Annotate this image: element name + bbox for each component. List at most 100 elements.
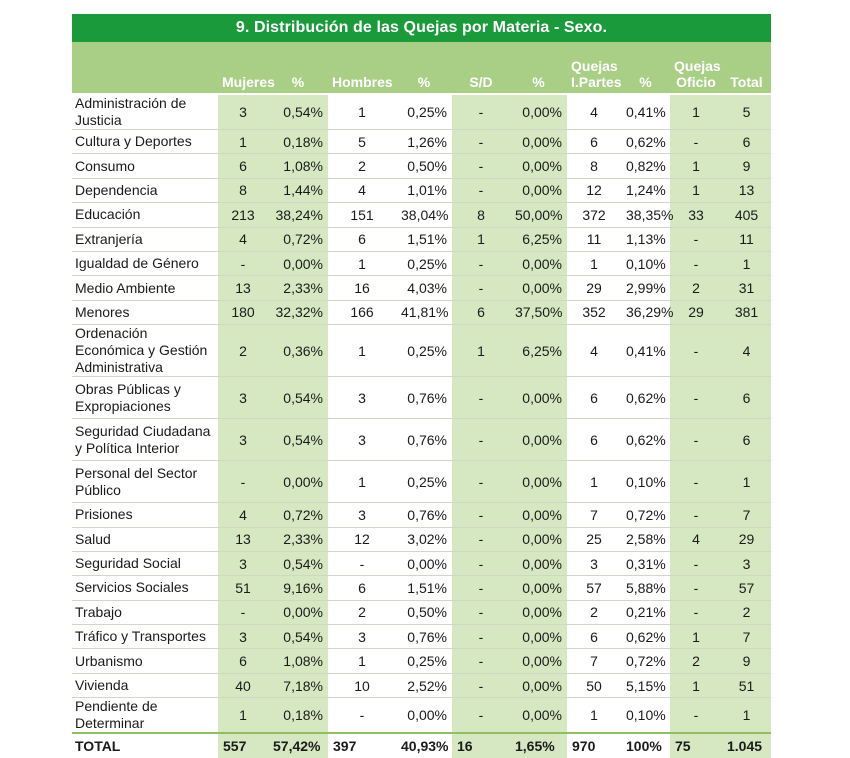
cell-hombres-pct: 0,00% [396, 551, 452, 577]
col-sd-pct: % [510, 42, 567, 95]
cell-iparte: 7 [567, 502, 621, 528]
cell-mujeres: 1 [218, 697, 268, 734]
col-iparte-pct: % [621, 42, 670, 95]
cell-mujeres-pct: 1,08% [268, 648, 328, 674]
table-row: Personal del Sector Público -0,00% 1 0,25% -… [72, 460, 771, 504]
cell-iparte-pct: 5,15% [621, 673, 670, 699]
cell-sd: - [452, 275, 510, 301]
cell-mujeres-pct: 0,72% [268, 502, 328, 528]
cell-mujeres-pct: 0,00% [268, 600, 328, 626]
cell-materia: Servicios Sociales [72, 575, 218, 601]
table-row: Pendiente de Determinar 1 0,18% -0,00% -0,00… [72, 697, 771, 734]
cell-sd-pct: 0,00% [510, 600, 567, 626]
cell-iparte-pct: 5,88% [621, 575, 670, 601]
cell-materia: Educación [72, 202, 218, 228]
cell-sd: - [452, 673, 510, 699]
table-row: Obras Públicas y Expropiaciones 3 0,54% 3 0,… [72, 376, 771, 420]
cell-total: 1 [722, 251, 771, 277]
cell-materia: Pendiente de Determinar [72, 697, 218, 734]
cell-iparte: 12 [567, 178, 621, 204]
cell-oficio: - [670, 227, 722, 252]
cell-mujeres-pct: 9,16% [268, 575, 328, 601]
cell-mujeres: 3 [218, 376, 268, 420]
cell-total: 6 [722, 376, 771, 420]
cell-oficio: - [670, 551, 722, 577]
cell-sd-pct: 6,25% [510, 324, 567, 378]
cell-materia: Prisiones [72, 502, 218, 528]
cell-iparte: 352 [567, 300, 621, 326]
col-quejas-iparte: Quejas I.Partes [567, 42, 622, 95]
table-row: Tráfico y Transportes 3 0,54% 3 0,76% -0,00% 6… [72, 624, 771, 650]
cell-oficio: - [670, 129, 722, 155]
cell-mujeres: 6 [218, 648, 268, 674]
cell-sd-pct: 0,00% [510, 418, 567, 462]
cell-total: 29 [722, 527, 771, 552]
cell-total: 9 [722, 648, 771, 674]
cell-sd-pct: 0,00% [510, 275, 567, 301]
cell-hombres: 12 [328, 527, 396, 552]
cell-oficio: - [670, 697, 722, 734]
cell-mujeres-pct: 0,54% [268, 94, 328, 130]
cell-sd: - [452, 551, 510, 577]
cell-total: 405 [722, 202, 771, 228]
cell-iparte-pct: 0,21% [621, 600, 670, 626]
cell-sd-pct: 0,00% [510, 153, 567, 179]
cell-iparte: 4 [567, 324, 621, 378]
cell-total: 1 [722, 697, 771, 734]
cell-oficio: - [670, 376, 722, 420]
cell-mujeres: 51 [218, 575, 268, 601]
cell-total: 1 [722, 460, 771, 504]
cell-hombres: 10 [328, 673, 396, 699]
cell-hombres: 1 [328, 460, 396, 504]
cell-total: 57 [722, 575, 771, 601]
table-row: Seguridad Social 3 0,54% -0,00% -0,00% 3 0,31%… [72, 551, 771, 577]
cell-oficio: 1 [670, 673, 722, 699]
cell-sd: - [452, 697, 510, 734]
cell-iparte-pct: 0,62% [621, 418, 670, 462]
cell-iparte-pct: 0,41% [621, 324, 670, 378]
cell-mujeres-pct: 0,00% [268, 460, 328, 504]
cell-iparte-pct: 38,35% [621, 202, 673, 228]
cell-sd: - [452, 527, 510, 552]
cell-total: 6 [722, 418, 771, 462]
cell-mujeres-pct: 0,00% [268, 251, 328, 277]
cell-mujeres-pct: 0,72% [268, 227, 328, 252]
cell-mujeres-pct: 0,18% [268, 697, 328, 734]
cell-mujeres: 13 [218, 527, 268, 552]
cell-hombres-pct: 0,25% [396, 324, 452, 378]
cell-materia: Urbanismo [72, 648, 218, 674]
table-row: Servicios Sociales 51 9,16% 6 1,51% -0,00% 57 5… [72, 575, 771, 601]
cell-sd: - [452, 600, 510, 626]
col-materia [72, 42, 218, 95]
col-mujeres: Mujeres [218, 42, 275, 95]
cell-sd: 6 [452, 300, 510, 326]
cell-iparte: 50 [567, 673, 621, 699]
cell-hombres: 1 [328, 648, 396, 674]
cell-iparte: 372 [567, 202, 621, 228]
cell-total: 6 [722, 129, 771, 155]
cell-hombres: 1 [328, 94, 396, 130]
cell-hombres: 3 [328, 418, 396, 462]
cell-iparte-pct: 0,62% [621, 129, 670, 155]
cell-hombres-pct: 4,03% [396, 275, 452, 301]
cell-sd: - [452, 502, 510, 528]
cell-sd-pct: 0,00% [510, 648, 567, 674]
cell-oficio: - [670, 600, 722, 626]
cell-hombres-pct: 41,81% [396, 300, 452, 326]
col-hombres-pct: % [396, 42, 452, 95]
cell-oficio: - [670, 324, 722, 378]
cell-hombres: 6 [328, 227, 396, 252]
cell-hombres-pct: 0,50% [396, 153, 452, 179]
cell-iparte: 6 [567, 624, 621, 650]
cell-mujeres: 3 [218, 94, 268, 130]
cell-materia: Ordenación Económica y Gestión Administr… [72, 324, 218, 378]
cell-sd: - [452, 153, 510, 179]
cell-mujeres-pct: 0,54% [268, 624, 328, 650]
cell-sd: - [452, 251, 510, 277]
cell-mujeres-pct: 0,54% [268, 551, 328, 577]
cell-iparte: 1 [567, 460, 621, 504]
cell-materia: Consumo [72, 153, 218, 179]
cell-mujeres: 1 [218, 129, 268, 155]
table-row: Consumo 6 1,08% 2 0,50% -0,00% 8 0,82% 1 9 [72, 153, 771, 179]
cell-sd-pct: 0,00% [510, 551, 567, 577]
